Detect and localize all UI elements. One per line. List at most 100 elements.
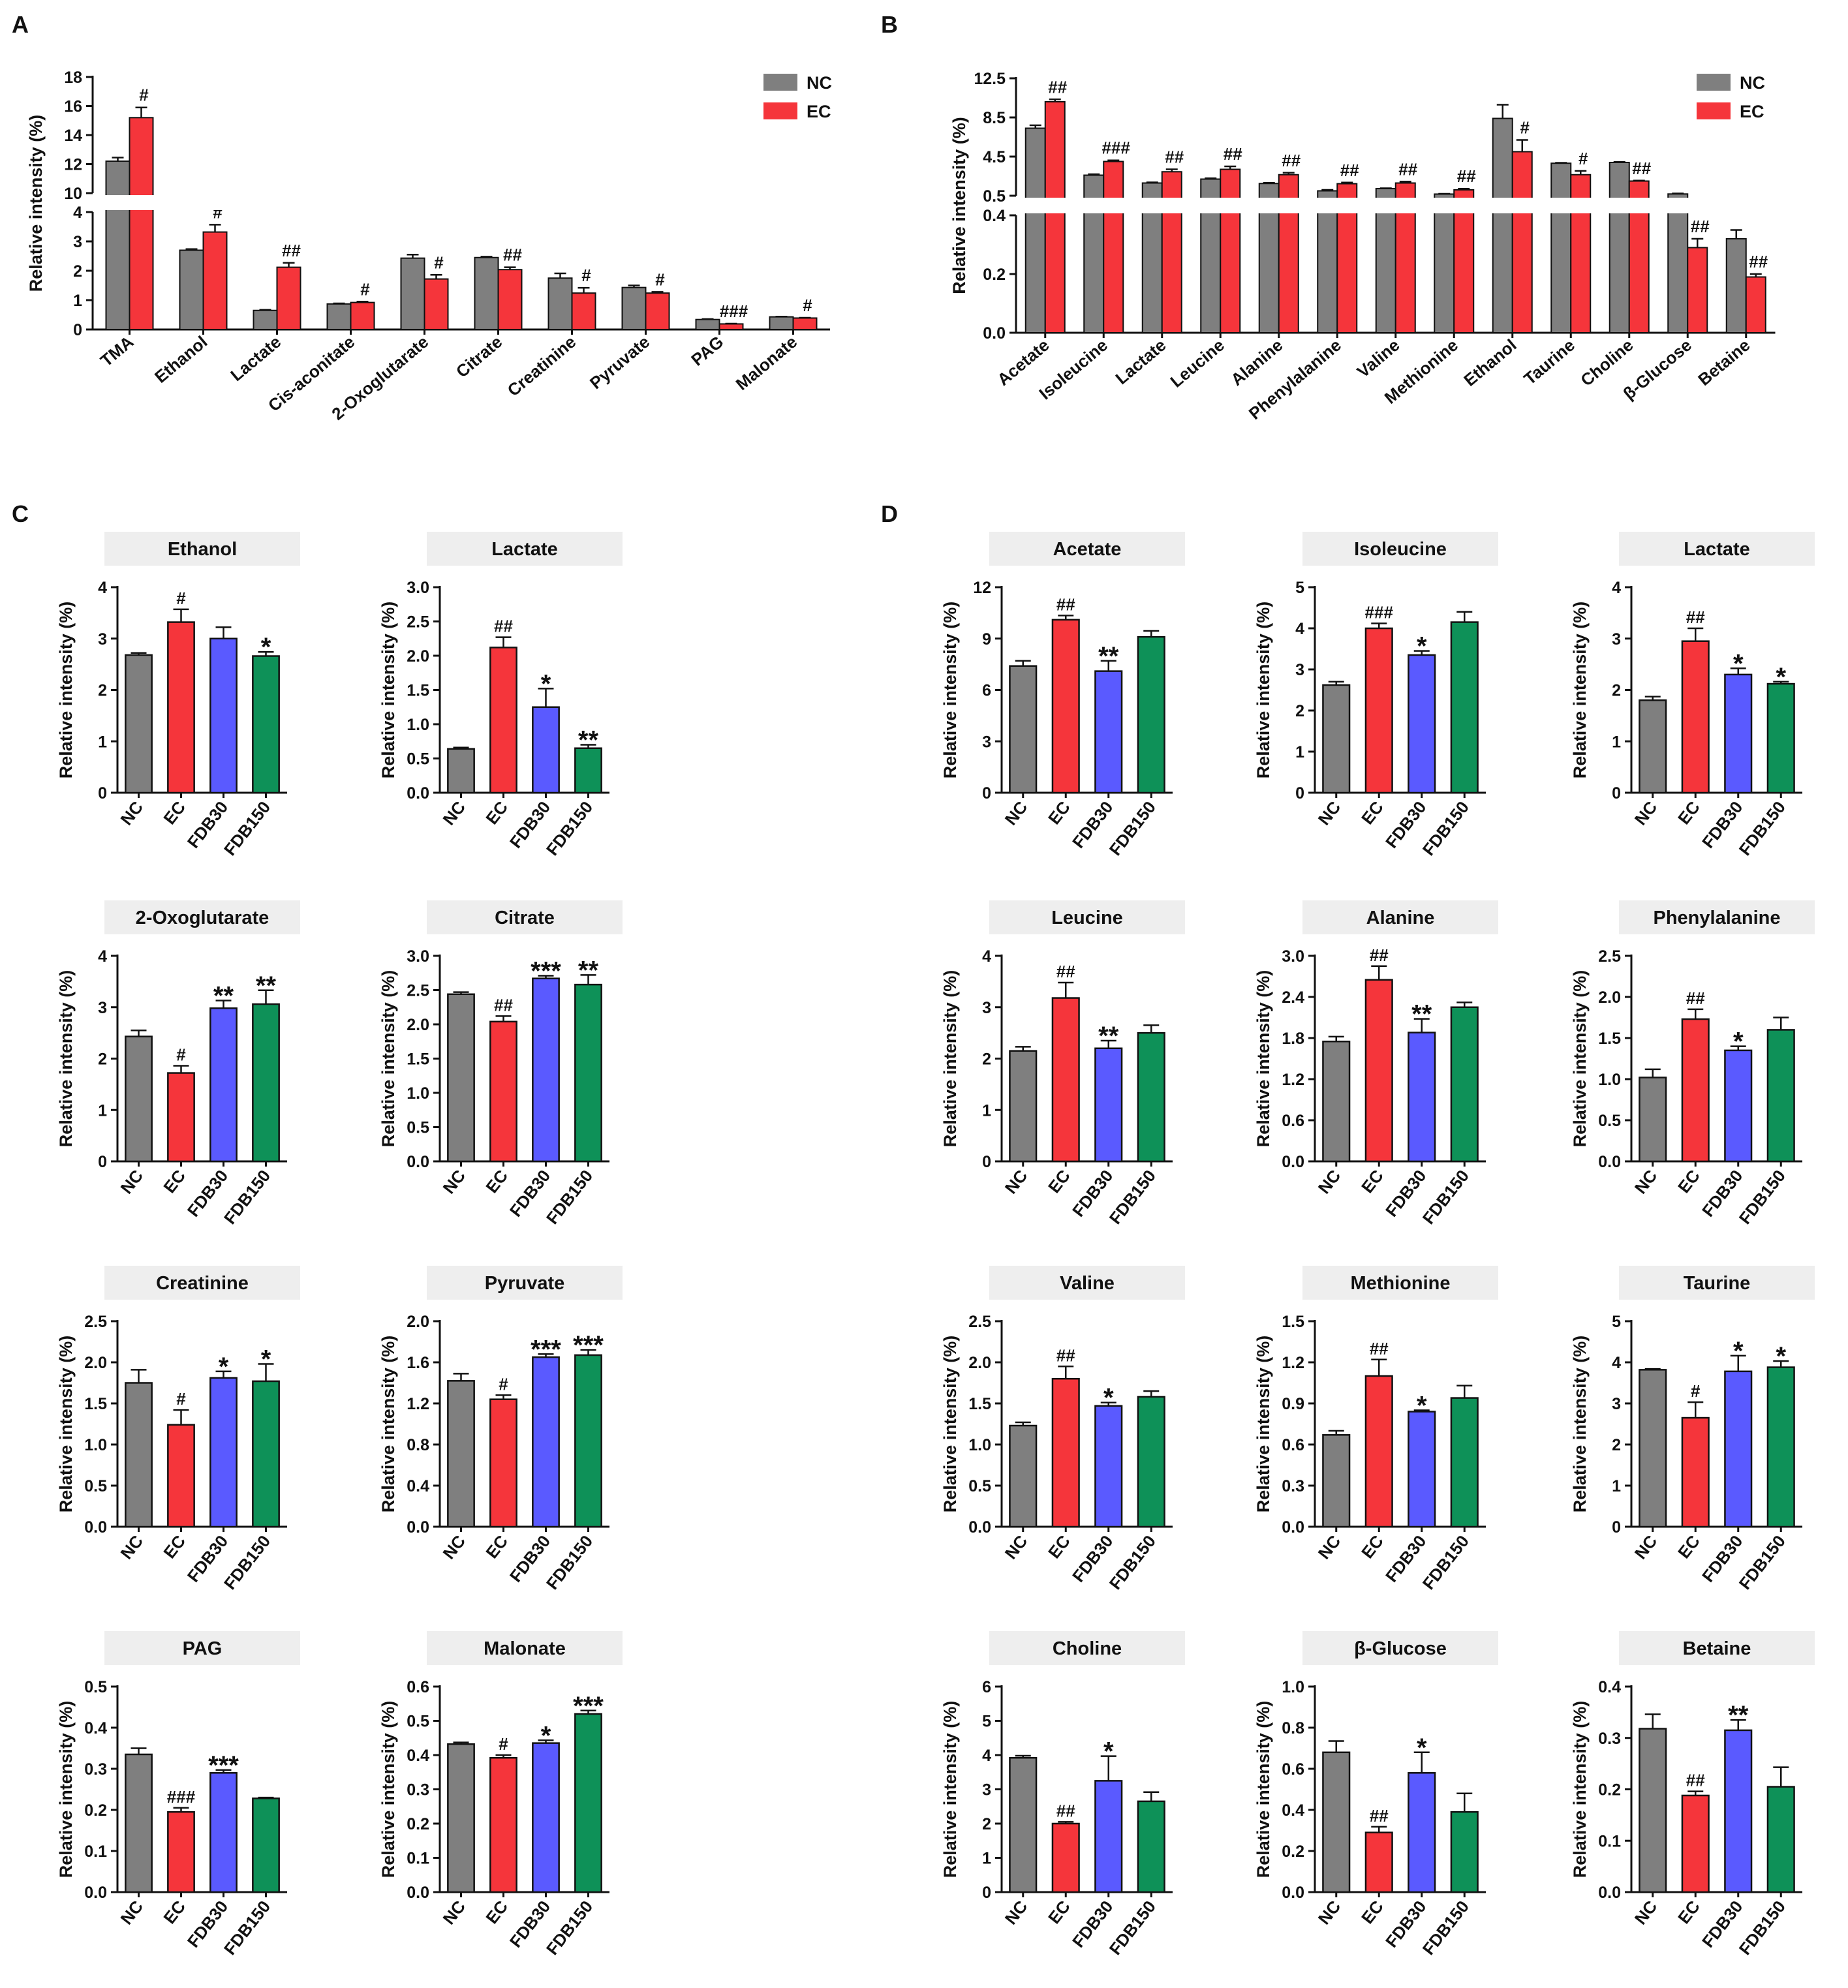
y-tick-label: 4	[1612, 579, 1621, 597]
bar-ec	[1051, 1377, 1080, 1528]
chart-title-box	[1302, 1631, 1498, 1665]
bar-nc	[621, 286, 647, 330]
y-tick-label: 2	[982, 1050, 991, 1069]
y-tick-label: 1	[1295, 743, 1304, 761]
chart-title: Phenylalanine	[1653, 908, 1780, 928]
significance-mark: ##	[1056, 594, 1075, 614]
chart-title-box	[1302, 532, 1498, 566]
significance-mark: ##	[1056, 962, 1075, 981]
y-tick-label: 0.9	[1282, 1395, 1304, 1413]
bar-ec	[167, 1072, 195, 1163]
bar-nc	[253, 309, 278, 330]
bar-ec	[424, 278, 449, 331]
chart-title: β-Glucose	[1354, 1638, 1447, 1659]
y-tick-label: 0.0	[84, 1518, 107, 1537]
y-tick-label: 6	[982, 682, 991, 700]
chart-title-box	[427, 1631, 623, 1665]
significance-mark: **	[213, 982, 234, 1011]
bar-nc	[105, 161, 131, 331]
significance-mark: ##	[1370, 1806, 1389, 1826]
bar-nc	[1725, 238, 1747, 333]
significance-mark: *	[1733, 649, 1744, 678]
significance-mark: *	[1417, 1734, 1427, 1762]
bar-ec	[1681, 640, 1710, 794]
y-tick-label: 0.0	[407, 1518, 429, 1537]
y-axis-label: Relative intensity (%)	[1570, 1336, 1590, 1513]
y-axis-label: Relative intensity (%)	[1254, 602, 1273, 779]
y-tick-label: 2.5	[407, 982, 429, 1000]
significance-mark: ##	[1056, 1345, 1075, 1365]
y-tick-label: 3	[1612, 1395, 1621, 1413]
y-tick-label: 6	[982, 1678, 991, 1696]
significance-mark: ##	[1632, 159, 1651, 178]
y-tick-label: 1	[98, 1101, 107, 1120]
y-tick-label: 1	[982, 1101, 991, 1120]
chart-title-box	[1302, 1266, 1498, 1300]
y-tick-label: 0	[982, 1153, 991, 1171]
y-axis-label: Relative intensity (%)	[56, 1701, 76, 1878]
bar-fdb30	[1724, 1729, 1753, 1893]
bar-fdb30	[209, 1772, 238, 1893]
y-tick-label: 0.5	[84, 1477, 107, 1495]
bar-fdb30	[1094, 1780, 1123, 1893]
significance-mark: ##	[1165, 147, 1184, 167]
bar-fdb30	[209, 1007, 238, 1163]
y-tick-label: 4	[1612, 1354, 1621, 1372]
y-tick-label: 0	[1612, 1518, 1621, 1537]
y-tick-label: 3.0	[407, 579, 429, 597]
bar-nc	[769, 316, 794, 330]
y-tick-label: 3.0	[1282, 947, 1304, 966]
bar-fdb30	[532, 1742, 560, 1893]
y-tick-label: 3	[1612, 630, 1621, 649]
bar-nc	[1009, 1424, 1038, 1528]
significance-mark: #	[499, 1734, 508, 1754]
y-tick-label: 3	[1295, 661, 1304, 679]
y-tick-label: 1.0	[968, 1436, 991, 1454]
bar-fdb150	[252, 655, 280, 794]
bar-fdb150	[1137, 1396, 1165, 1528]
bar-ec	[1681, 1416, 1710, 1528]
chart-title: Taurine	[1684, 1273, 1751, 1294]
y-tick-label: 3.0	[407, 947, 429, 966]
y-tick-label: 1.5	[1282, 1313, 1304, 1331]
chart-d-methionine: Methionine Relative intensity (%) 0.0 0.3 0.…	[1254, 1266, 1498, 1593]
y-tick-label: 1.2	[407, 1395, 429, 1413]
significance-mark: ***	[208, 1751, 239, 1780]
bar-ec	[1051, 619, 1080, 794]
y-tick-label: 3	[73, 233, 82, 251]
bar-fdb30	[1094, 670, 1123, 794]
y-tick-label: 0.4	[407, 1747, 429, 1765]
significance-mark: ##	[1370, 945, 1389, 965]
y-tick-label: 0.3	[84, 1760, 107, 1779]
bar-ec	[1745, 276, 1766, 333]
y-axis-label: Relative intensity (%)	[940, 1701, 960, 1878]
chart-title-box	[1619, 900, 1815, 934]
bar-fdb30	[1408, 1772, 1436, 1893]
bar-nc	[1609, 162, 1630, 333]
bar-nc	[1639, 699, 1667, 794]
bar-nc	[400, 257, 425, 330]
significance-mark: ###	[1102, 138, 1131, 158]
bar-ec	[1220, 168, 1241, 333]
significance-mark: ##	[1398, 159, 1417, 179]
legend-swatch-nc	[763, 74, 797, 91]
y-tick-label: 0.1	[84, 1843, 107, 1861]
bar-ec	[1044, 101, 1066, 333]
y-tick-label: 4	[98, 947, 107, 966]
chart-title-box	[1619, 1631, 1815, 1665]
bar-fdb30	[532, 1356, 560, 1528]
y-tick-label: 0.3	[1282, 1477, 1304, 1495]
y-tick-label: 3	[982, 999, 991, 1017]
significance-mark: *	[1733, 1028, 1744, 1056]
significance-mark: ***	[531, 1335, 561, 1364]
bar-ec	[1687, 247, 1708, 333]
bar-ec	[1453, 189, 1475, 333]
y-tick-label: 3	[98, 999, 107, 1017]
legend-swatch-ec	[1697, 102, 1731, 119]
y-tick-label: 5	[982, 1713, 991, 1731]
bar-nc	[326, 303, 352, 331]
bar-fdb30	[1724, 1049, 1753, 1163]
y-tick-label: 12	[64, 156, 82, 174]
significance-mark: ##	[1691, 217, 1710, 236]
